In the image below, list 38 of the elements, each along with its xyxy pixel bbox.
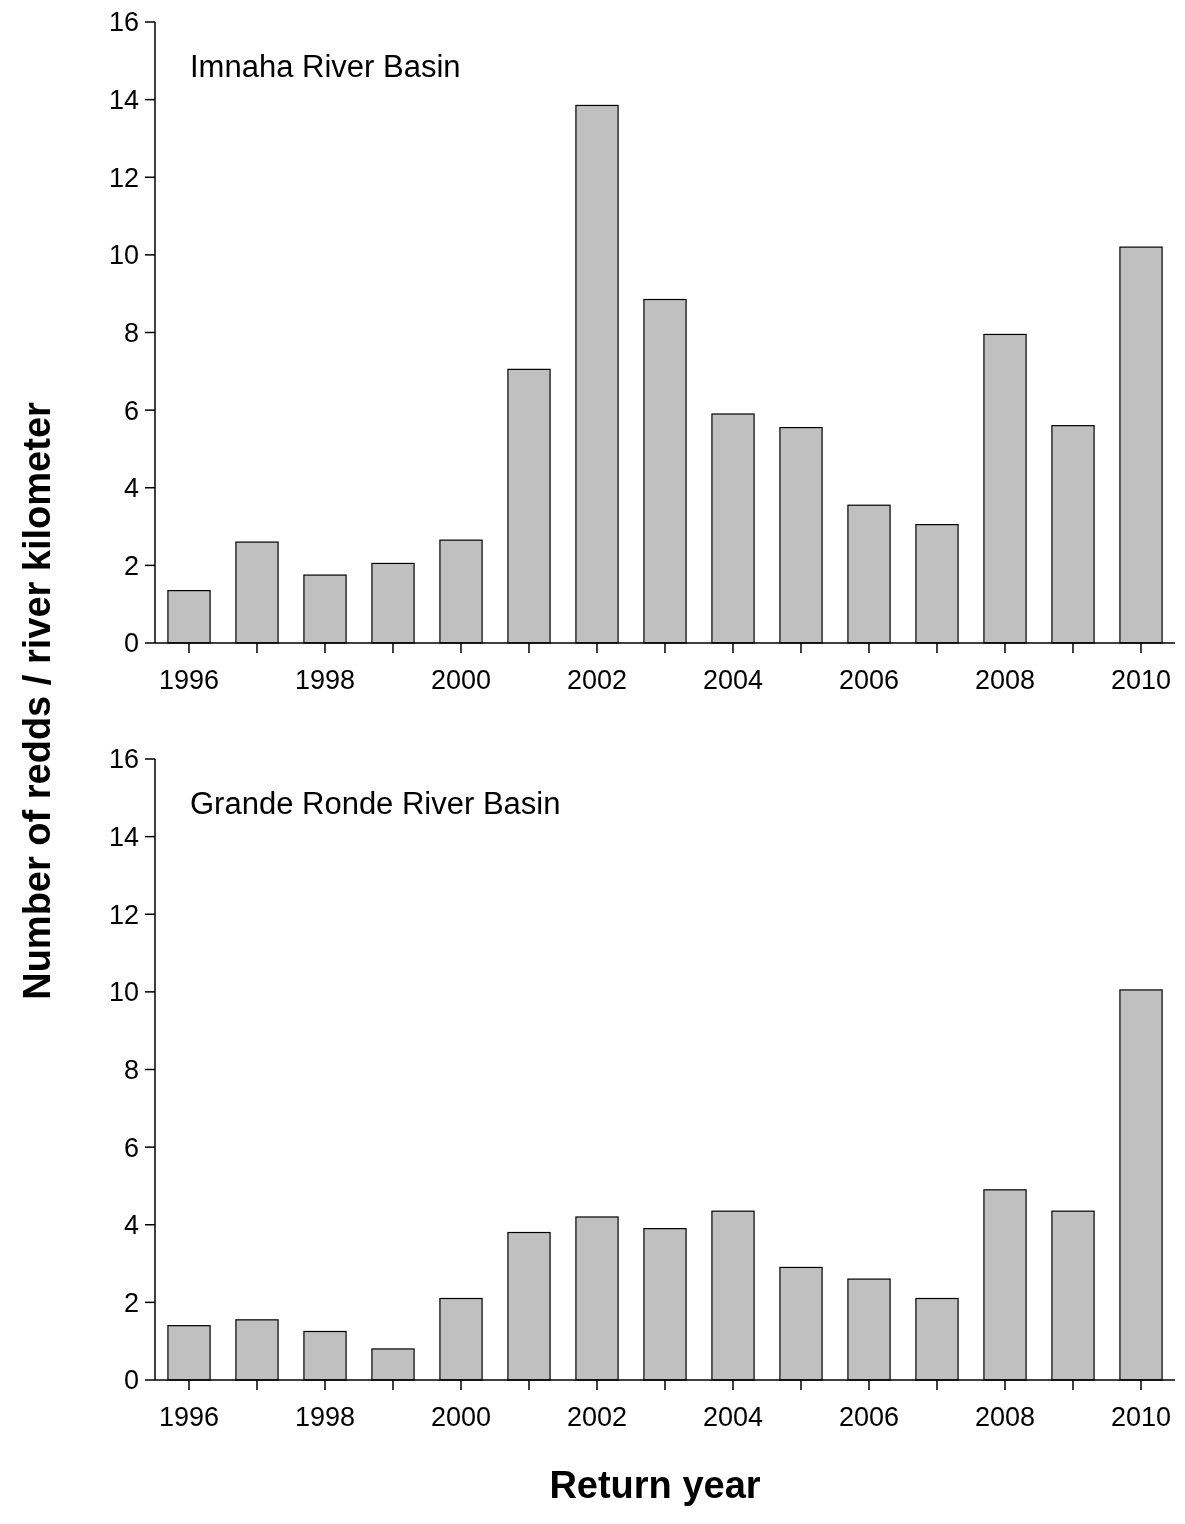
- x-tick-label: 2006: [838, 1402, 900, 1432]
- x-tick-label: 2006: [838, 665, 900, 695]
- y-tick-label: 8: [123, 317, 139, 348]
- y-tick-label: 2: [123, 1287, 139, 1318]
- y-tick-label: 6: [123, 1132, 139, 1163]
- x-tick-label: 2000: [430, 1402, 492, 1432]
- x-tick-label: 2004: [702, 665, 764, 695]
- y-tick-label: 2: [123, 550, 139, 581]
- y-tick-label: 0: [123, 1365, 139, 1396]
- y-axis-title: Number of redds / river kilometer: [16, 401, 58, 1000]
- x-axis-title: Return year: [549, 1464, 761, 1506]
- x-tick-label: 1996: [158, 1402, 220, 1432]
- x-tick-label: 2010: [1110, 665, 1172, 695]
- x-tick-label: 2002: [566, 1402, 628, 1432]
- text: Imnaha River Basin: [190, 49, 461, 84]
- y-tick-label: 16: [108, 744, 139, 775]
- text: Grande Ronde River Basin: [190, 786, 561, 821]
- y-tick-label: 10: [108, 977, 139, 1008]
- x-tick-label: 2008: [974, 1402, 1036, 1432]
- y-tick-label: 8: [123, 1054, 139, 1085]
- x-tick-label: 2000: [430, 665, 492, 695]
- y-tick-label: 16: [108, 7, 139, 38]
- x-tick-label: 1996: [158, 665, 220, 695]
- y-tick-label: 14: [108, 822, 139, 853]
- y-tick-label: 10: [108, 240, 139, 271]
- x-tick-label: 1998: [294, 1402, 356, 1432]
- y-tick-label: 4: [123, 473, 139, 504]
- x-tick-label: 2008: [974, 665, 1036, 695]
- y-tick-label: 12: [108, 162, 139, 193]
- y-tick-label: 6: [123, 395, 139, 426]
- y-tick-label: 0: [123, 628, 139, 659]
- y-tick-label: 14: [108, 85, 139, 116]
- x-tick-label: 2004: [702, 1402, 764, 1432]
- y-tick-label: 4: [123, 1210, 139, 1241]
- y-tick-label: 12: [108, 899, 139, 930]
- x-tick-label: 2010: [1110, 1402, 1172, 1432]
- x-tick-label: 1998: [294, 665, 356, 695]
- x-tick-label: 2002: [566, 665, 628, 695]
